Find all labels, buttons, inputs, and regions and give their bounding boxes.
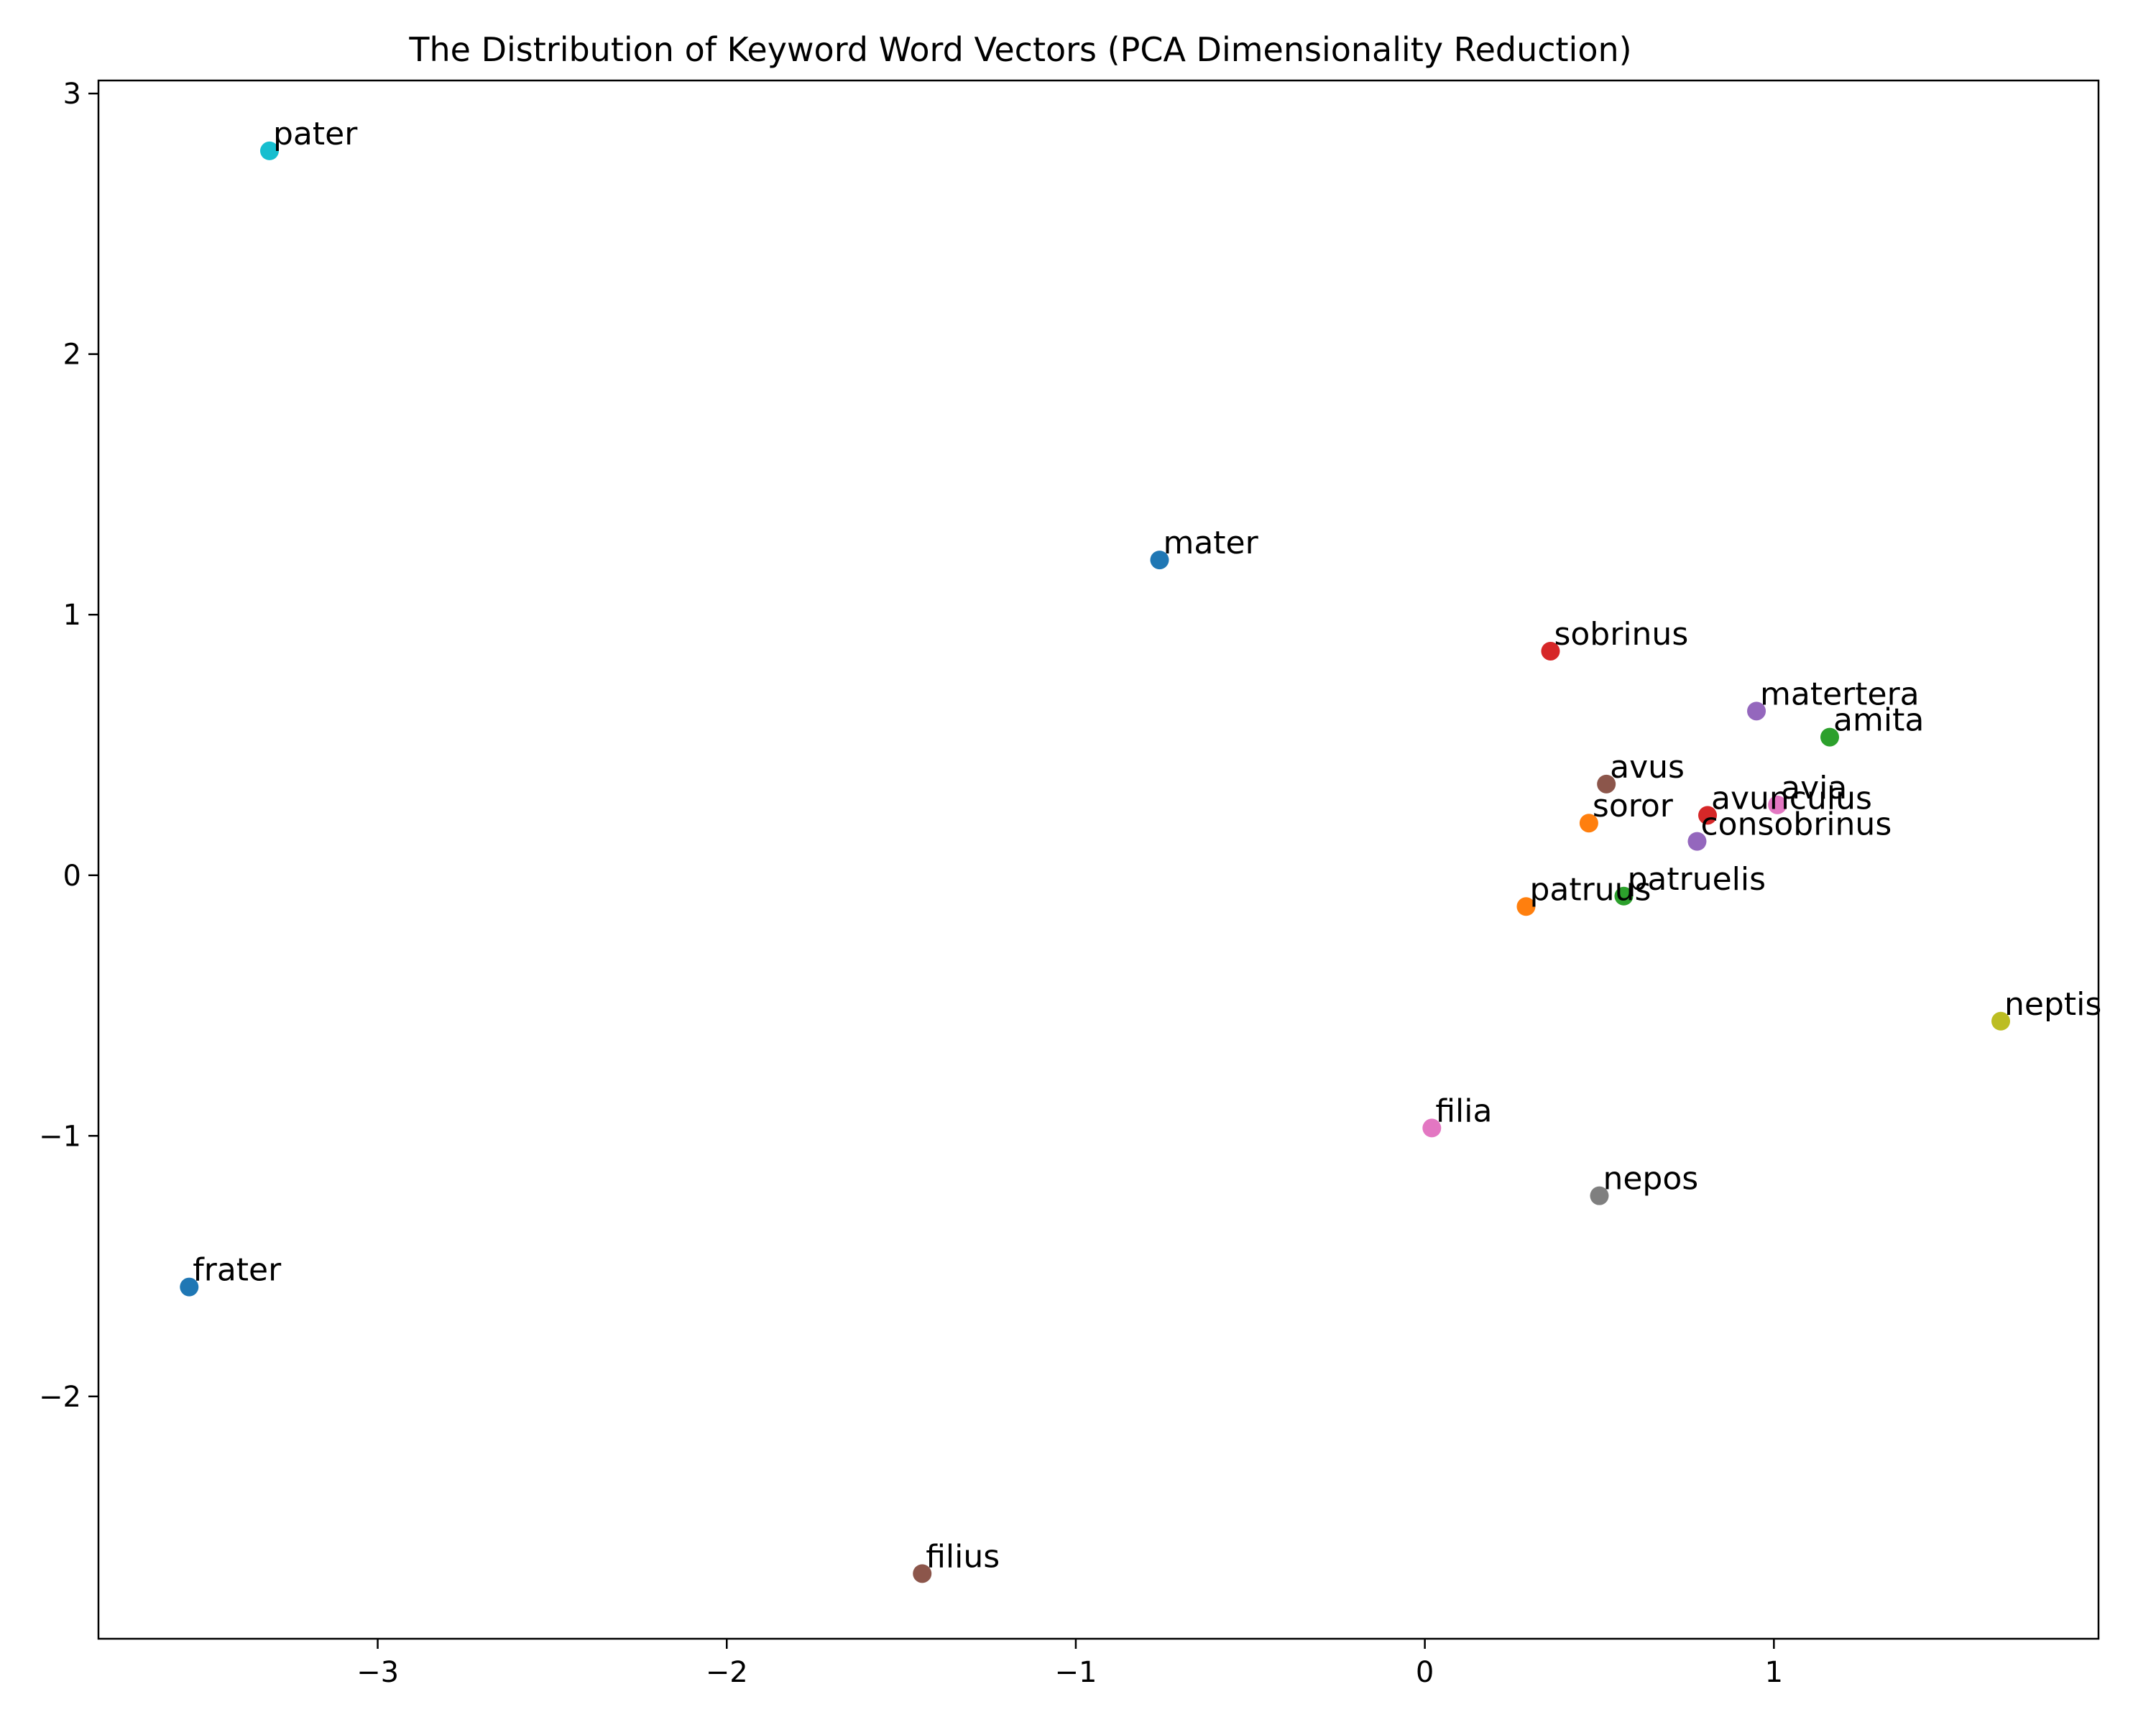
y-tick-label: −2 [39,1381,81,1414]
x-tick-label: −1 [1054,1656,1097,1689]
data-label-soror: soror [1593,788,1674,824]
data-label-frater: frater [193,1252,282,1289]
data-label-patruus: patruus [1529,871,1651,908]
axes-frame [98,80,2099,1639]
data-label-filia: filia [1435,1092,1492,1129]
data-label-filius: filius [926,1538,1000,1575]
y-tick-label: 1 [63,599,81,632]
x-tick-label: 1 [1765,1656,1783,1689]
y-tick-label: 3 [63,78,81,111]
data-label-nepos: nepos [1603,1161,1698,1197]
x-tick-label: −2 [706,1656,748,1689]
plot-area: −3 −2 −1 0 1−2−10123patermatersobrinusmatert… [39,78,2101,1689]
data-label-pater: pater [273,116,358,152]
y-tick-label: 2 [63,339,81,372]
y-tick-label: −1 [39,1120,81,1153]
data-label-neptis: neptis [2004,986,2101,1023]
y-tick-label: 0 [63,860,81,893]
data-label-amita: amita [1833,702,1924,739]
x-tick-label: 0 [1416,1656,1434,1689]
data-label-avus: avus [1610,749,1685,786]
data-label-sobrinus: sobrinus [1554,616,1688,653]
x-tick-label: −3 [356,1656,399,1689]
data-label-mater: mater [1163,525,1258,561]
data-label-consobrinus: consobrinus [1700,806,1892,843]
chart-title: The Distribution of Keyword Word Vectors… [408,30,1631,69]
